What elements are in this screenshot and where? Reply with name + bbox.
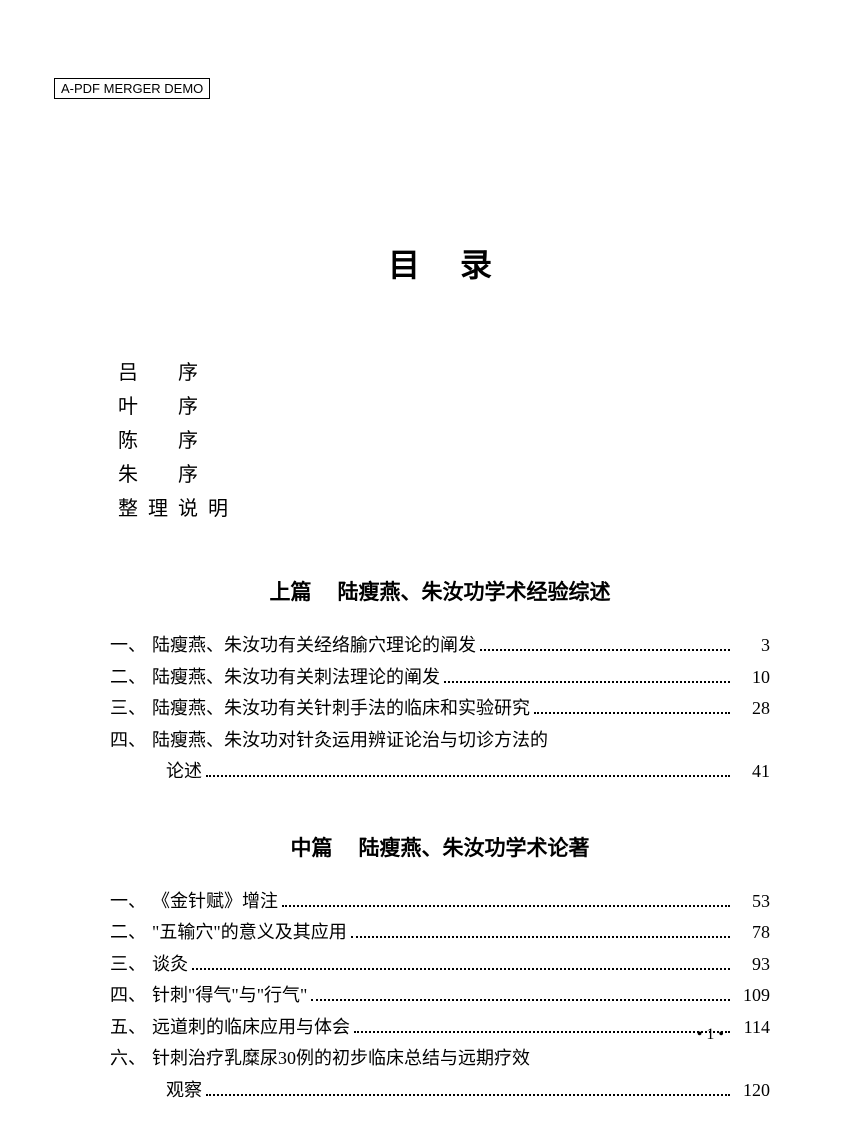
toc-entry-number: 一、	[110, 886, 152, 918]
toc-entry-number: 四、	[110, 980, 152, 1012]
preface-item: 叶 序	[118, 390, 770, 424]
section-title: 上篇 陆瘦燕、朱汝功学术经验综述	[110, 576, 770, 606]
toc-entry-page: 78	[734, 917, 770, 949]
toc-entry-text: 针刺"得气"与"行气"	[152, 980, 307, 1012]
toc-entry-text: 论述	[166, 756, 202, 788]
toc-entry-text: "五输穴"的意义及其应用	[152, 917, 347, 949]
toc-entry: 五、远道刺的临床应用与体会 114	[110, 1012, 770, 1044]
section-title: 中篇 陆瘦燕、朱汝功学术论著	[110, 832, 770, 862]
page-number: • 1 •	[697, 1026, 724, 1044]
preface-item: 陈 序	[118, 424, 770, 458]
section-part: 中篇	[291, 836, 333, 860]
toc-entry: 二、"五输穴"的意义及其应用 78	[110, 917, 770, 949]
toc-entry: 四、针刺"得气"与"行气" 109	[110, 980, 770, 1012]
toc-entry: 一、陆瘦燕、朱汝功有关经络腧穴理论的阐发 3	[110, 630, 770, 662]
preface-list: 吕 序叶 序陈 序朱 序整理说明	[118, 356, 770, 526]
toc-entry-text: 针刺治疗乳糜尿30例的初步临床总结与远期疗效	[152, 1043, 530, 1075]
toc-dots	[311, 999, 730, 1001]
toc-entry-number: 六、	[110, 1043, 152, 1075]
toc-entry-text: 谈灸	[152, 949, 188, 981]
toc-entry-text: 远道刺的临床应用与体会	[152, 1012, 350, 1044]
section-heading: 陆瘦燕、朱汝功学术论著	[359, 836, 590, 860]
toc-entry: 一、《金针赋》增注 53	[110, 886, 770, 918]
toc-dots	[282, 905, 730, 907]
toc-entry-number: 五、	[110, 1012, 152, 1044]
toc-dots	[354, 1031, 730, 1033]
toc-entry-text: 《金针赋》增注	[152, 886, 278, 918]
preface-item: 吕 序	[118, 356, 770, 390]
toc-entry-page: 10	[734, 662, 770, 694]
toc-entry-text: 陆瘦燕、朱汝功有关经络腧穴理论的阐发	[152, 630, 476, 662]
toc-entry-page: 120	[734, 1075, 770, 1107]
toc-entry-page: 3	[734, 630, 770, 662]
toc-dots	[351, 936, 730, 938]
toc-dots	[480, 649, 730, 651]
toc-entry-number: 二、	[110, 662, 152, 694]
watermark-badge: A-PDF MERGER DEMO	[54, 78, 210, 99]
toc-dots	[206, 1094, 730, 1096]
toc-entry-page: 109	[734, 980, 770, 1012]
toc-entry: 三、谈灸 93	[110, 949, 770, 981]
toc-entry-continuation: 论述 41	[110, 756, 770, 788]
toc-entry-number: 一、	[110, 630, 152, 662]
toc-entry-continuation: 观察 120	[110, 1075, 770, 1107]
toc-entry-text: 陆瘦燕、朱汝功有关刺法理论的阐发	[152, 662, 440, 694]
toc-dots	[444, 681, 730, 683]
toc-entry-page: 41	[734, 756, 770, 788]
toc-entry-number: 二、	[110, 917, 152, 949]
toc-entry-text: 陆瘦燕、朱汝功有关针刺手法的临床和实验研究	[152, 693, 530, 725]
preface-item: 朱 序	[118, 458, 770, 492]
toc-title: 目录	[110, 240, 770, 286]
toc-dots	[206, 775, 730, 777]
page-content: 目录 吕 序叶 序陈 序朱 序整理说明 上篇陆瘦燕、朱汝功学术经验综述一、陆瘦燕…	[110, 240, 770, 1142]
toc-dots	[192, 968, 730, 970]
section-heading: 陆瘦燕、朱汝功学术经验综述	[338, 580, 611, 604]
section-part: 上篇	[270, 580, 312, 604]
toc-entry-page: 114	[734, 1012, 770, 1044]
toc-entry-number: 四、	[110, 725, 152, 757]
toc-entry: 六、针刺治疗乳糜尿30例的初步临床总结与远期疗效	[110, 1043, 770, 1075]
toc-entry-number: 三、	[110, 949, 152, 981]
toc-entry-page: 53	[734, 886, 770, 918]
toc-entry: 二、陆瘦燕、朱汝功有关刺法理论的阐发 10	[110, 662, 770, 694]
toc-entry-page: 28	[734, 693, 770, 725]
toc-entry-text: 陆瘦燕、朱汝功对针灸运用辨证论治与切诊方法的	[152, 725, 548, 757]
toc-list: 一、陆瘦燕、朱汝功有关经络腧穴理论的阐发 3 二、陆瘦燕、朱汝功有关刺法理论的阐发 1…	[110, 630, 770, 788]
toc-entry-text: 观察	[166, 1075, 202, 1107]
preface-item: 整理说明	[118, 492, 770, 526]
toc-entry-number: 三、	[110, 693, 152, 725]
toc-entry-page: 93	[734, 949, 770, 981]
toc-list: 一、《金针赋》增注53二、"五输穴"的意义及其应用78三、谈灸93四、针刺"得气…	[110, 886, 770, 1107]
toc-entry: 三、陆瘦燕、朱汝功有关针刺手法的临床和实验研究 28	[110, 693, 770, 725]
toc-entry: 四、陆瘦燕、朱汝功对针灸运用辨证论治与切诊方法的	[110, 725, 770, 757]
toc-dots	[534, 712, 730, 714]
